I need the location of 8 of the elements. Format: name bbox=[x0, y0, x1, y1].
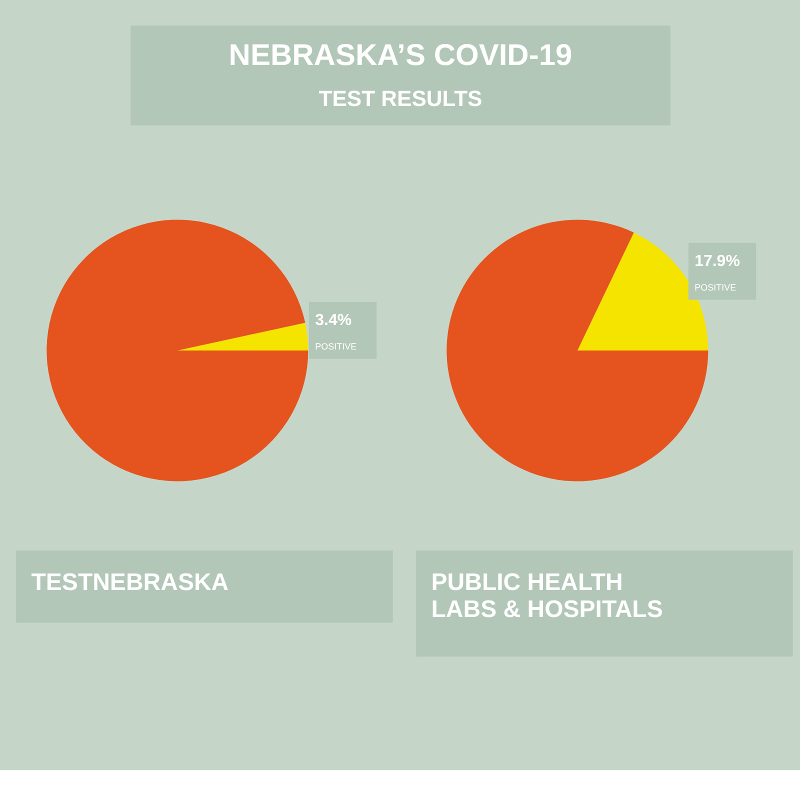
data-label: 17.9% bbox=[694, 252, 740, 270]
slice-label: POSITIVE bbox=[315, 342, 357, 352]
text: PUBLIC HEALTH LABS & HOSPITALS bbox=[431, 568, 663, 623]
text: TEST RESULTS bbox=[318, 86, 482, 111]
data-label: 3.4% bbox=[315, 312, 352, 329]
slice-label: POSITIVE bbox=[694, 282, 736, 292]
text: NEBRASKA’S COVID-19 bbox=[228, 39, 572, 72]
text: TESTNEBRASKA bbox=[31, 568, 229, 596]
